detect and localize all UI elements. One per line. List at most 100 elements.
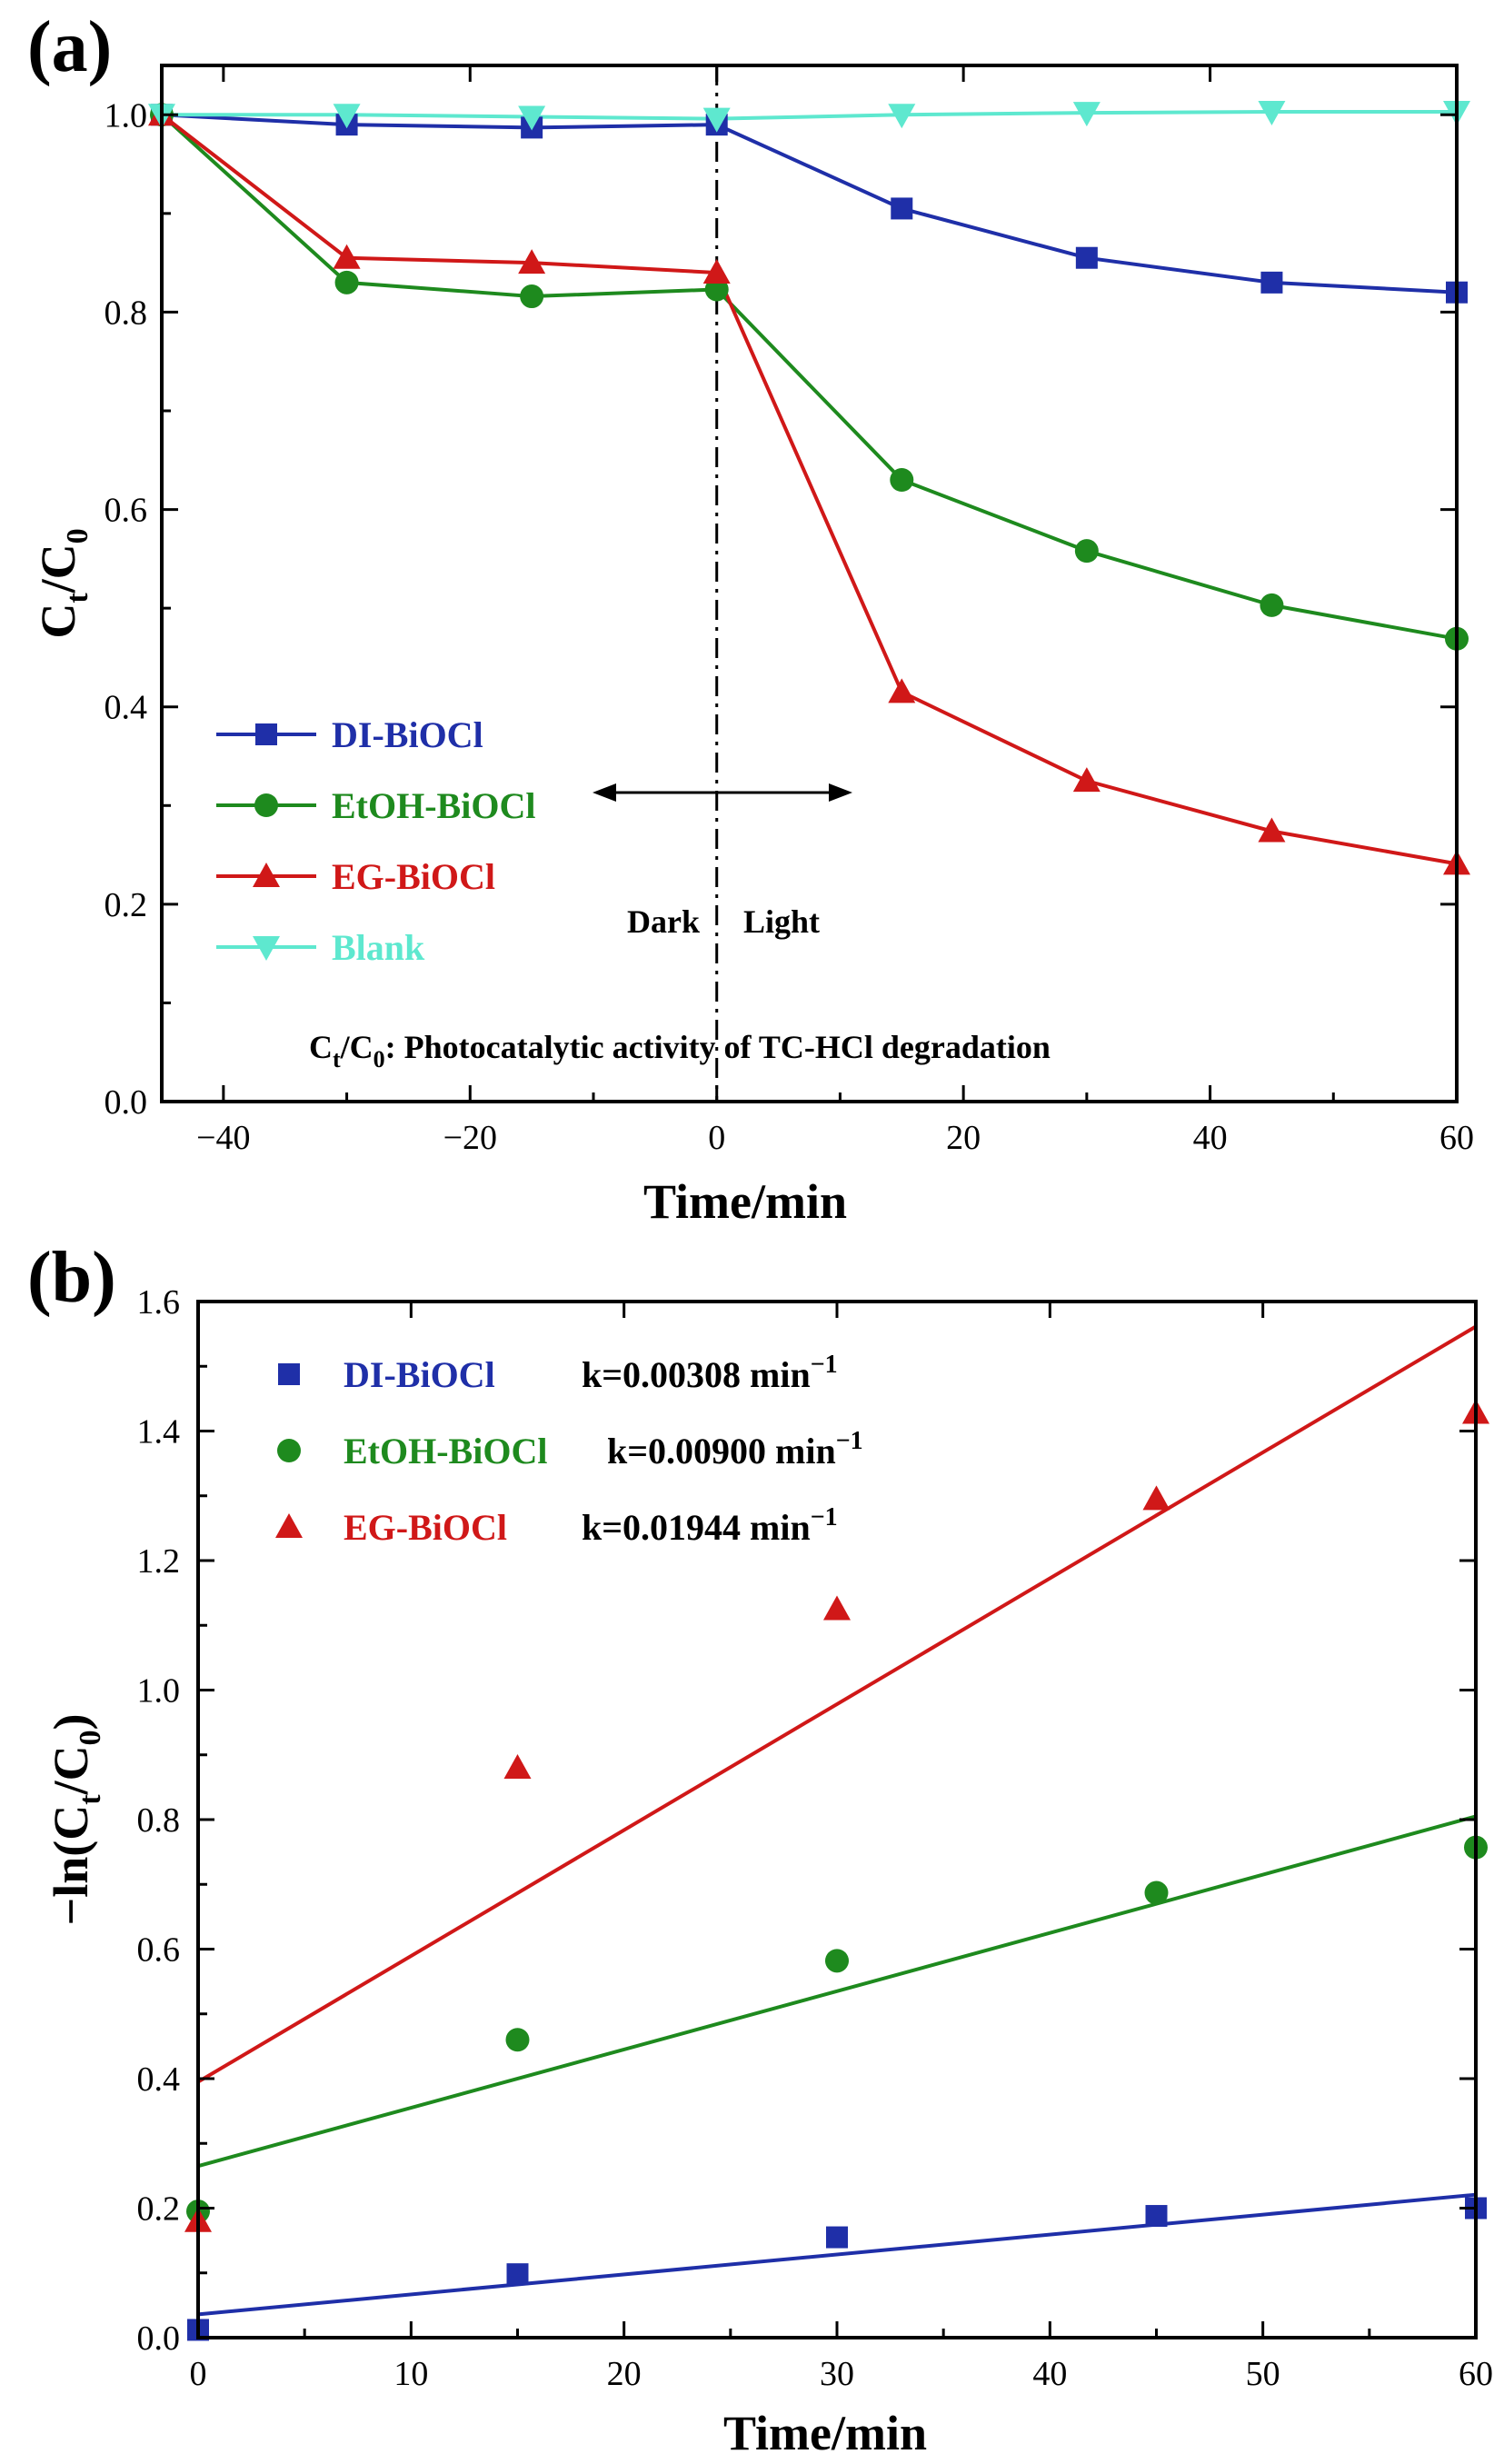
x-tick-label: 50 [1246, 2355, 1280, 2393]
point-eg-biocl [503, 1754, 532, 1779]
panel-b-legend: DI-BiOCl k=0.00308 min−1 EtOH-BiOCl k=0.009… [275, 1351, 863, 1548]
panel-a-ticks: −40 −20 0 20 40 60 0.0 0.2 0.4 0.6 0.8 1.0 [105, 65, 1474, 1157]
panel-a-x-axis-title: Time/min [643, 1174, 847, 1229]
y-tick-label: 1.6 [137, 1283, 181, 1322]
x-tick-label: 0 [708, 1119, 725, 1157]
point-eg-biocl [518, 249, 546, 274]
y-tick-label: 1.0 [137, 1672, 181, 1711]
point-blank [333, 104, 361, 129]
point-blank [1258, 101, 1286, 126]
panel-a-legend: DI-BiOCl EtOH-BiOCl EG-BiOCl Blank [216, 714, 535, 968]
x-tick-label: 30 [820, 2355, 854, 2393]
series-line-etoh-biocl [160, 113, 1458, 641]
y-tick-label: 1.4 [137, 1413, 181, 1451]
y-tick-label: 0.6 [137, 1931, 181, 1970]
legend-label-eg-biocl: EG-BiOCl [332, 856, 495, 897]
point-blank [702, 107, 731, 133]
point-eg-biocl [702, 259, 731, 284]
legend-marker-etoh-biocl [254, 793, 278, 817]
legend-rate-etoh-biocl: k=0.00900 min−1 [607, 1427, 863, 1471]
y-tick-label: 1.2 [137, 1542, 181, 1581]
panel-a-chart: (a) −40 −20 0 20 40 60 0.0 0.2 0.4 0.6 0.8 1.0 Time… [27, 7, 1474, 1229]
y-tick-label: 0.2 [105, 886, 148, 924]
y-tick-label: 0.6 [105, 492, 148, 530]
x-tick-label: −20 [443, 1119, 497, 1157]
point-eg-biocl [823, 1595, 851, 1621]
point-etoh-biocl [505, 2028, 530, 2052]
panel-a-label: (a) [27, 7, 112, 87]
point-di-biocl [1075, 246, 1098, 269]
point-blank [888, 104, 916, 129]
panel-b-label: (b) [27, 1238, 116, 1318]
series-line-di-biocl [161, 113, 1458, 294]
y-tick-label: 0.0 [137, 2319, 181, 2358]
point-etoh-biocl [334, 270, 359, 294]
point-etoh-biocl [1074, 539, 1099, 564]
x-tick-label: 0 [190, 2355, 207, 2393]
x-tick-label: 60 [1439, 1119, 1474, 1157]
panel-a-frame [160, 64, 1459, 1103]
legend-label-etoh-biocl: EtOH-BiOCl [344, 1431, 547, 1471]
point-eg-biocl [1072, 767, 1101, 793]
light-label: Light [743, 903, 820, 940]
legend-label-di-biocl: DI-BiOCl [332, 714, 483, 755]
point-di-biocl [826, 2226, 848, 2249]
point-etoh-biocl [825, 1949, 849, 1973]
legend-label-blank: Blank [332, 927, 425, 968]
point-etoh-biocl [890, 468, 914, 492]
x-tick-label: 20 [946, 1119, 981, 1157]
panel-b-plot-area [184, 1324, 1489, 2341]
point-di-biocl [1260, 271, 1283, 294]
point-eg-biocl [888, 678, 916, 703]
panel-a-annotations: Dark Light Ct/C0: Photocatalytic activit… [309, 783, 1051, 1072]
arrow-left-icon [593, 783, 616, 802]
x-tick-label: 10 [393, 2355, 428, 2393]
fit-line-etoh-biocl [197, 1814, 1477, 2169]
point-eg-biocl [333, 244, 361, 269]
series-line-eg-biocl [160, 113, 1458, 866]
legend-marker-di-biocl [278, 1363, 300, 1385]
legend-label-etoh-biocl: EtOH-BiOCl [332, 785, 535, 826]
panel-b-ticks: 0 10 20 30 40 50 60 0.0 0.2 0.4 0.6 0.8 1.0 1.2 1.4 1.6 [137, 1283, 1494, 2393]
series-line-blank [162, 110, 1457, 121]
point-eg-biocl [1258, 817, 1286, 843]
y-tick-label: 0.0 [105, 1083, 148, 1122]
point-di-biocl [1145, 2205, 1168, 2228]
y-tick-label: 0.4 [137, 2060, 181, 2099]
point-eg-biocl [1142, 1485, 1170, 1511]
legend-marker-blank [253, 936, 280, 961]
panel-a-y-axis-title: Ct/C0 [31, 528, 95, 638]
point-di-biocl [891, 197, 913, 220]
x-tick-label: 40 [1032, 2355, 1067, 2393]
legend-rate-eg-biocl: k=0.01944 min−1 [582, 1503, 838, 1548]
legend-rate-di-biocl: k=0.00308 min−1 [582, 1351, 838, 1395]
arrow-right-icon [829, 783, 852, 802]
panel-a-note: Ct/C0: Photocatalytic activity of TC-HCl… [309, 1029, 1051, 1072]
point-etoh-biocl [1260, 593, 1284, 617]
legend-marker-di-biocl [255, 723, 277, 745]
point-blank [1072, 102, 1101, 127]
legend-marker-eg-biocl [253, 863, 280, 887]
x-tick-label: −40 [196, 1119, 250, 1157]
fit-line-eg-biocl [196, 1324, 1478, 2084]
x-tick-label: 40 [1193, 1119, 1228, 1157]
point-blank [518, 105, 546, 131]
dark-label: Dark [627, 903, 700, 940]
point-etoh-biocl [1144, 1880, 1169, 1905]
point-etoh-biocl [520, 284, 544, 309]
point-di-biocl [506, 2263, 529, 2286]
y-tick-label: 1.0 [105, 96, 148, 135]
panel-b-x-axis-title: Time/min [723, 2406, 927, 2460]
legend-label-di-biocl: DI-BiOCl [344, 1354, 495, 1395]
panel-b-y-axis-title: −ln(Ct/C0) [44, 1713, 107, 1925]
x-tick-label: 60 [1459, 2355, 1493, 2393]
legend-marker-eg-biocl [275, 1513, 303, 1538]
y-tick-label: 0.4 [105, 689, 148, 727]
y-tick-label: 0.8 [105, 294, 148, 332]
panel-b-chart: (b) 0 10 20 30 40 50 60 0.0 0.2 0.4 0.6 0.8 1.0 1.2 1.… [27, 1238, 1493, 2460]
legend-label-eg-biocl: EG-BiOCl [344, 1507, 507, 1548]
y-tick-label: 0.8 [137, 1801, 181, 1840]
y-tick-label: 0.2 [137, 2190, 181, 2229]
x-tick-label: 20 [607, 2355, 642, 2393]
